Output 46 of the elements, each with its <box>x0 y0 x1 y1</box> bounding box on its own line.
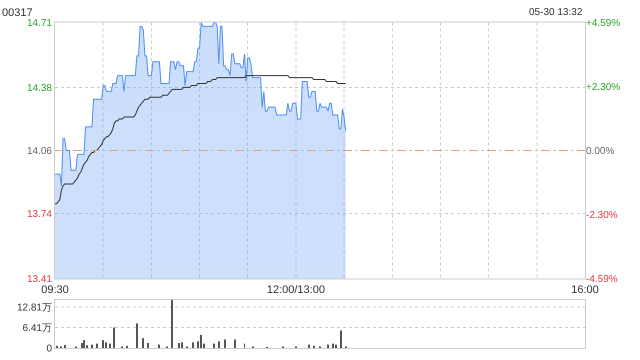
bar <box>327 344 329 348</box>
bar <box>181 342 183 348</box>
bar <box>102 340 104 348</box>
y-tick-label: 14.71 <box>26 18 52 29</box>
bar <box>224 339 226 348</box>
y2-tick-label: +2.30% <box>586 82 620 93</box>
bar <box>308 344 310 348</box>
bar <box>113 328 115 348</box>
bar <box>171 300 173 348</box>
bar <box>83 340 85 348</box>
bar <box>178 343 180 348</box>
y2-tick-label: 0.00% <box>586 146 614 157</box>
bar <box>147 343 149 348</box>
bar <box>213 344 215 348</box>
line-series <box>55 75 346 204</box>
text: 05-30 13:32 <box>529 7 583 18</box>
x-tick-label: 09:30 <box>41 284 69 296</box>
bar <box>234 339 236 348</box>
bar <box>96 344 98 348</box>
bar <box>136 323 138 348</box>
bar <box>64 344 66 348</box>
y2-tick-label: +4.59% <box>586 18 620 29</box>
y2-tick-label: -2.30% <box>586 210 618 222</box>
bar <box>158 344 160 348</box>
bar <box>142 338 144 348</box>
x-tick-label: 16:00 <box>571 284 599 296</box>
y-tick-label: 13.74 <box>26 209 52 220</box>
y-tick-label: 12.81万 <box>16 302 52 314</box>
y-tick-label: 14.38 <box>26 82 52 94</box>
y-tick-label: 13.41 <box>26 274 52 286</box>
bar <box>218 341 220 348</box>
bar <box>109 344 111 348</box>
y2-tick-label: -4.59% <box>586 274 618 286</box>
bar <box>200 334 202 348</box>
bar <box>91 344 93 348</box>
y-tick-label: 14.06 <box>26 146 52 157</box>
y-tick-label: 6.41万 <box>22 323 52 334</box>
chart-title: 00317 <box>2 7 33 19</box>
bar <box>340 330 342 348</box>
bar <box>81 343 83 348</box>
y-tick-label: 0 <box>46 344 52 355</box>
bar <box>105 342 107 348</box>
bar <box>335 344 337 348</box>
x-tick-label: 12:00/13:00 <box>266 284 325 296</box>
bar <box>192 342 194 348</box>
bar <box>332 344 334 348</box>
